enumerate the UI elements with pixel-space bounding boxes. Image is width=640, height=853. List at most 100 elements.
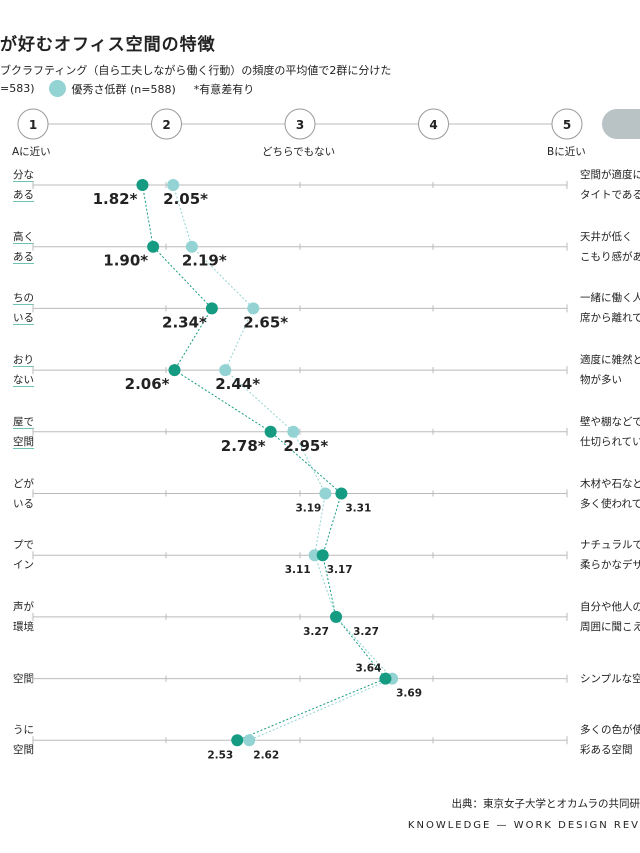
row-label-a-line: ある (13, 189, 34, 202)
row-label-a-line: 空間 (13, 672, 34, 685)
data-label-low: 3.19 (295, 503, 321, 515)
row-label-b: シンプルな空 (580, 669, 640, 689)
legend: =583) 優秀さ低群 (n=588) *有意差有り (0, 80, 254, 97)
row-label-a: うに 空間 (13, 720, 34, 760)
source-note: 出典：東京女子大学とオカムラの共同研 (451, 798, 640, 810)
row-label-a-line: ちの (13, 292, 34, 306)
row-label-b: 多くの色が使 彩ある空間 (580, 720, 640, 760)
data-point-high (205, 302, 218, 315)
data-point-low (167, 179, 180, 191)
row-label-b-line: 天井が低く (580, 230, 633, 243)
legend-low-dot (48, 80, 66, 97)
row-label-a-line: 分な (13, 169, 34, 182)
data-point-high (264, 425, 277, 438)
row-label-b-line: 席から離れて (580, 312, 640, 325)
row-label-b: 天井が低くこもり感があ (580, 227, 640, 267)
data-point-high (136, 179, 149, 191)
row-label-b: 適度に雑然と 物が多い (580, 350, 640, 390)
data-label-low: 3.11 (285, 564, 311, 576)
data-label-high: 2.06* (125, 375, 170, 393)
row-label-a-line: いる (13, 497, 34, 510)
row-label-a: プで イン (13, 535, 34, 575)
row-label-b: ナチュラルで 柔らかなデザ (580, 535, 640, 575)
row-label-b-line: 柔らかなデザ (580, 559, 640, 572)
row-label-a-line: ある (13, 250, 34, 264)
row-label-a-line: 環境 (13, 620, 34, 633)
row-label-b-line: ナチュラルで (580, 539, 640, 552)
data-label-low: 2.95* (283, 437, 328, 455)
row-label-a: どが いる (13, 474, 34, 514)
data-point-low (319, 487, 332, 500)
data-label-low: 2.19* (182, 252, 227, 270)
row-label-a: 分な ある (13, 165, 34, 205)
data-label-low: 2.65* (243, 313, 288, 331)
chart-subtitle: ブクラフティング（自ら工夫しながら働く行動）の頻度の平均値で2群に分けた (0, 64, 392, 77)
row-label-b-line: 一緒に働く人 (580, 292, 640, 305)
row-label-a-line: 声が (13, 600, 34, 613)
legend-high: =583) (0, 82, 35, 95)
data-point-high (379, 672, 392, 685)
data-point-low (185, 240, 198, 253)
data-point-high (231, 734, 244, 747)
data-point-low (243, 734, 256, 747)
data-label-high: 3.31 (345, 503, 371, 515)
row-label-b-line: 彩ある空間 (580, 744, 633, 757)
row-label-b-line: 壁や棚などで (580, 415, 640, 428)
series-line-low (172, 184, 393, 741)
data-point-low (247, 302, 260, 315)
series-line-high (141, 184, 387, 741)
data-point-high (147, 240, 160, 253)
data-label-high: 1.82* (93, 190, 138, 208)
data-label-high: 2.78* (221, 437, 266, 455)
scale-tick-label: 3 (296, 118, 304, 132)
scale-circle (551, 108, 583, 140)
data-label-low: 2.62 (253, 749, 279, 761)
data-point-low (219, 364, 232, 377)
scale-circle (17, 108, 49, 140)
scale-tick-label: 2 (162, 118, 170, 132)
row-label-b-line: こもり感があ (580, 250, 640, 263)
row-label-b-line: 自分や他人の (580, 600, 640, 613)
data-label-high: 3.27 (303, 626, 329, 638)
data-point-high (168, 364, 181, 377)
legend-note: *有意差有り (193, 82, 255, 96)
row-label-b-line: 空間が適度に (580, 169, 640, 181)
row-label-a: おり ない (13, 350, 34, 390)
row-label-b: 木材や石など 多く使われて (580, 474, 640, 514)
row-label-a-line: 空間 (13, 435, 34, 449)
row-label-a-line: いる (13, 312, 34, 326)
data-label-low: 3.27 (353, 626, 379, 638)
row-label-a-line: ない (13, 374, 34, 388)
row-label-b-line: 仕切られてい (580, 435, 640, 448)
row-label-b: 壁や棚などで 仕切られてい (580, 412, 640, 452)
scale-circle (284, 108, 316, 140)
scale-circle (151, 108, 182, 140)
scale-mid-label: どちらでもない (262, 146, 336, 158)
row-label-b-line: 多くの色が使 (580, 724, 640, 737)
data-point-high (335, 487, 348, 500)
row-label-b-line: シンプルな空 (580, 672, 640, 685)
row-label-a: 屋で 空間 (13, 412, 34, 452)
row-label-b: 自分や他人の 周囲に聞こえ (580, 597, 640, 637)
row-label-a-line: 高く (13, 230, 34, 244)
row-label-b-line: 多く使われて (580, 497, 640, 510)
row-label-a: 声が 環境 (13, 597, 34, 637)
credit: KNOWLEDGE — WORK DESIGN REV (407, 820, 640, 831)
data-label-high: 3.17 (327, 564, 353, 576)
scale-tick-label: 4 (429, 118, 437, 132)
row-label-b: 空間が適度に タイトである (580, 165, 640, 205)
row-label-b-line: 物が多い (580, 374, 622, 387)
data-label-low: 2.44* (215, 375, 260, 393)
scale-circle (418, 108, 449, 140)
row-label-a: ちの いる (13, 288, 34, 328)
data-label-high: 1.90* (103, 252, 148, 270)
row-label-b-line: 木材や石など (580, 477, 640, 490)
row-label-a-line: 空間 (13, 744, 34, 757)
data-label-high: 2.34* (162, 313, 207, 331)
data-label-high: 3.64 (356, 663, 382, 675)
scale-pill (602, 109, 640, 139)
row-label-a: 空間 (13, 669, 34, 689)
row-label-b-line: タイトである (580, 189, 640, 201)
data-point-high (316, 549, 329, 562)
